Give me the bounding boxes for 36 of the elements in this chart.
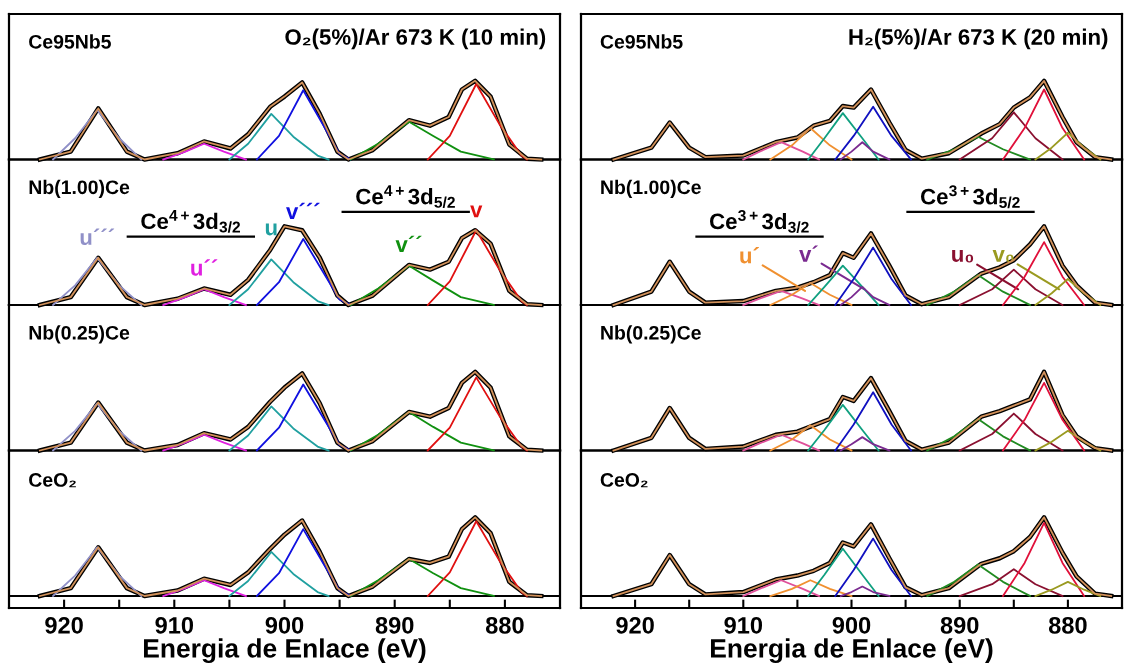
chart-title: Ce95Nb5 xyxy=(29,34,111,49)
chart-title: Nb(0.25)Ce xyxy=(29,325,130,344)
chart-title: Nb(1.00)Ce xyxy=(29,179,130,198)
x-tick-label: 910 xyxy=(155,616,194,634)
x-tick-label: 880 xyxy=(1048,616,1087,634)
annotation: v´ xyxy=(799,245,818,262)
chart-title: Nb(0.25)Ce xyxy=(601,325,701,344)
x-tick-label: 920 xyxy=(616,616,654,634)
x-tick-label: 880 xyxy=(485,616,524,634)
chart-subtitle: H₂(5%)/Ar 673 K (20 min) xyxy=(849,28,1108,50)
x-tick-label: 900 xyxy=(832,616,871,634)
x-axis-title: Energia de Enlace (eV) xyxy=(144,638,426,664)
annotation: u₀ xyxy=(952,249,974,263)
x-tick-label: 890 xyxy=(375,616,414,634)
x-tick-label: 900 xyxy=(265,616,304,634)
x-tick-label: 910 xyxy=(724,616,763,634)
x-axis-title: Energia de Enlace (eV) xyxy=(711,638,993,664)
annotation: Ce$^{4+}$3d$_{3/2}$ xyxy=(141,209,240,233)
annotation: Ce$^{3+}$3d$_{3/2}$ xyxy=(710,209,809,233)
annotation: v´´´ xyxy=(286,202,320,220)
annotation: v´´ xyxy=(395,235,422,252)
chart-title: CeO₂ xyxy=(600,473,648,488)
chart-title: CeO₂ xyxy=(29,473,76,488)
annotation: v xyxy=(470,205,483,218)
chart-title: Nb(1.00)Ce xyxy=(601,179,701,198)
chart-subtitle: O₂(5%)/Ar 673 K (10 min) xyxy=(285,28,546,50)
text: Ce$^{4+}$3d$_{5/2}$ xyxy=(356,185,455,208)
annotation: u xyxy=(265,223,277,236)
annotation: u´ xyxy=(740,246,759,264)
x-tick-label: 920 xyxy=(45,616,83,634)
chart-title: Ce95Nb5 xyxy=(600,34,683,49)
annotation: u´´ xyxy=(191,259,218,276)
x-tick-label: 890 xyxy=(940,616,979,634)
text: Ce$^{3+}$3d$_{5/2}$ xyxy=(920,185,1020,209)
annotation: u´´´ xyxy=(80,228,115,246)
annotation: v₀ xyxy=(992,249,1014,263)
